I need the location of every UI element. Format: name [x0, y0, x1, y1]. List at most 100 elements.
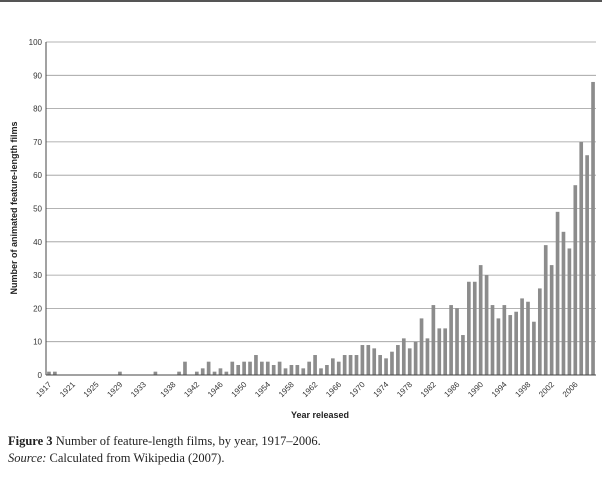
y-tick-label: 40 — [33, 238, 42, 247]
y-tick-label: 90 — [33, 71, 42, 80]
figure-label: Figure 3 — [8, 434, 53, 448]
bar — [443, 328, 448, 375]
figure-text: Number of feature-length films, by year,… — [55, 434, 321, 448]
bar — [248, 361, 252, 375]
bar — [372, 348, 377, 375]
bar — [449, 305, 453, 375]
bar — [271, 365, 276, 375]
bar — [472, 281, 477, 375]
bar — [277, 361, 282, 375]
bar — [336, 361, 341, 375]
bar — [289, 365, 294, 375]
bar — [573, 185, 578, 375]
bar — [283, 368, 288, 375]
y-tick-labels: 0 10 20 30 40 50 60 70 80 90 100 — [29, 38, 43, 380]
bar — [407, 348, 412, 375]
bar — [484, 275, 489, 375]
bar — [561, 231, 566, 375]
bar — [461, 335, 465, 375]
bar — [118, 371, 122, 375]
bar — [532, 321, 536, 375]
x-tick-label: 1958 — [277, 380, 296, 399]
bar — [567, 248, 572, 375]
x-tick-label: 1942 — [182, 380, 201, 399]
bar — [390, 351, 394, 375]
bar — [200, 368, 205, 375]
bar — [313, 355, 317, 375]
bar — [236, 365, 241, 375]
bar — [378, 355, 382, 375]
bar — [212, 371, 217, 375]
top-rule — [0, 0, 602, 2]
bar — [206, 361, 211, 375]
x-tick-label: 1950 — [230, 380, 249, 399]
bar — [242, 361, 246, 375]
bar — [360, 345, 365, 375]
x-tick-label: 1921 — [58, 380, 77, 399]
bar — [47, 371, 51, 375]
bar — [177, 371, 181, 375]
x-tick-label: 1938 — [159, 380, 178, 399]
bar — [455, 308, 459, 375]
y-tick-label: 60 — [33, 171, 42, 180]
source-text: Calculated from Wikipedia (2007). — [49, 451, 225, 465]
bar — [348, 355, 353, 375]
bar — [549, 265, 554, 375]
bar — [224, 371, 229, 375]
y-tick-label: 80 — [33, 105, 42, 114]
bar — [153, 371, 158, 375]
x-tick-label: 1954 — [253, 380, 272, 399]
bar — [265, 361, 270, 375]
bar — [478, 265, 483, 375]
bar — [342, 355, 347, 375]
bar — [496, 318, 501, 375]
bar — [254, 355, 258, 375]
x-tick-label: 2002 — [537, 380, 556, 399]
y-tick-label: 70 — [33, 138, 42, 147]
bar — [218, 368, 223, 375]
source-label: Source: — [8, 451, 47, 465]
bar — [307, 361, 312, 375]
bar — [579, 141, 584, 375]
bar — [260, 361, 264, 375]
x-tick-label: 1998 — [513, 380, 532, 399]
bars-layer — [47, 81, 595, 376]
x-tick-label: 1986 — [442, 380, 461, 399]
bar — [354, 355, 359, 375]
x-tick-label: 1974 — [372, 380, 391, 399]
bar — [543, 245, 548, 375]
bar — [194, 371, 199, 375]
bar — [301, 368, 306, 375]
bar — [467, 281, 471, 375]
x-tick-label: 1925 — [82, 380, 101, 399]
bar — [384, 358, 388, 375]
bar — [295, 365, 300, 375]
bar — [585, 155, 589, 375]
x-tick-labels: 1917 1921 1925 1929 1933 1938 1942 1946 1950 1954… — [34, 380, 580, 399]
bar — [401, 338, 406, 375]
bar — [413, 341, 418, 375]
x-tick-label: 1966 — [324, 380, 343, 399]
source-line: Source: Calculated from Wikipedia (2007)… — [8, 450, 598, 467]
bar — [502, 305, 507, 375]
bar — [555, 211, 560, 375]
bar — [319, 368, 323, 375]
bar — [514, 311, 518, 375]
x-tick-label: 1970 — [348, 380, 367, 399]
x-tick-label: 1978 — [395, 380, 414, 399]
x-tick-label: 1929 — [105, 380, 124, 399]
bar — [396, 345, 400, 375]
bar — [425, 338, 430, 375]
x-tick-label: 1982 — [419, 380, 438, 399]
bar — [419, 318, 424, 375]
bar — [325, 365, 329, 375]
x-tick-label: 1917 — [34, 380, 53, 399]
bar — [490, 305, 495, 375]
bar — [591, 81, 595, 376]
y-tick-label: 30 — [33, 271, 42, 280]
bar — [183, 361, 187, 375]
x-axis-title: Year released — [291, 410, 349, 420]
bar — [508, 315, 513, 375]
y-tick-label: 50 — [33, 205, 42, 214]
y-tick-label: 20 — [33, 304, 42, 313]
